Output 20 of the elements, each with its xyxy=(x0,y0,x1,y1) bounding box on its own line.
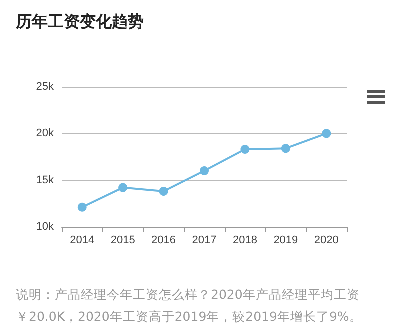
x-tick-label: 2019 xyxy=(274,234,298,246)
point xyxy=(240,145,250,154)
point xyxy=(200,166,209,176)
x-tick-label: 2020 xyxy=(314,234,339,246)
point xyxy=(322,129,332,138)
y-tick-label: 10k xyxy=(36,221,54,233)
x-tick-label: 2016 xyxy=(152,234,176,246)
y-tick-label: 15k xyxy=(36,174,54,186)
chart-title: 历年工资变化趋势 xyxy=(16,12,144,33)
x-tick-label: 2014 xyxy=(70,234,95,246)
text: 说明：产品经理今年工资怎么样？2020年产品经理平均工资￥20.0K，2020年工资高于2019年，较2019年增长了9%。 xyxy=(16,286,364,326)
y-tick-label: 20k xyxy=(36,128,54,140)
x-tick-label: 2017 xyxy=(192,234,217,246)
x-tick-label: 2015 xyxy=(110,234,136,246)
point xyxy=(78,202,87,212)
x-tick-label: 2018 xyxy=(232,234,258,246)
point xyxy=(118,183,128,192)
y-tick-label: 25k xyxy=(36,81,54,93)
point xyxy=(159,187,168,196)
point xyxy=(281,144,290,154)
